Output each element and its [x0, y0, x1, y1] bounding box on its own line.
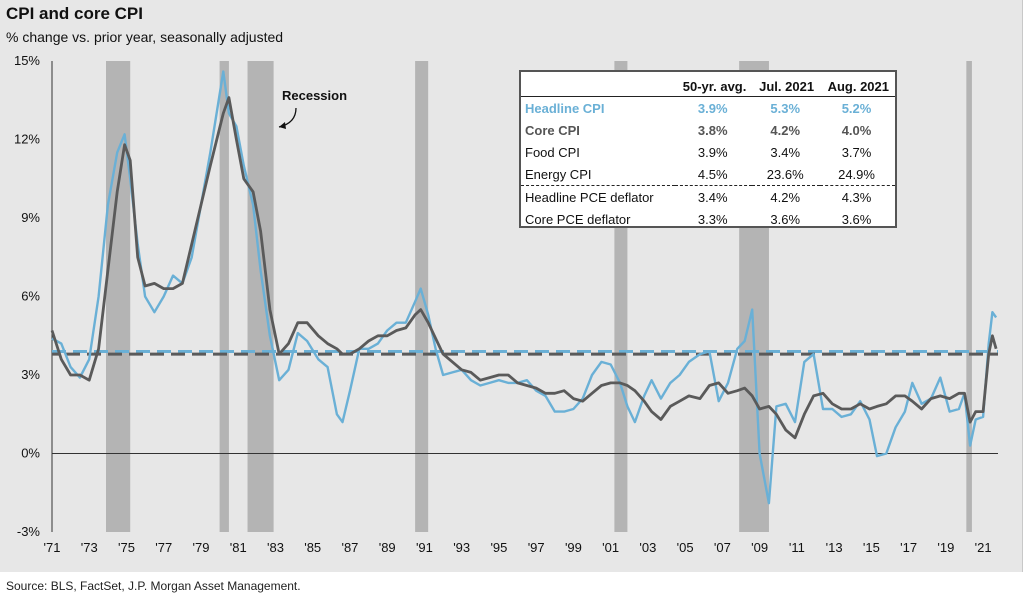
- x-tick-label: '01: [602, 540, 619, 555]
- stats-row-headline-pce: Headline PCE deflator 3.4% 4.2% 4.3%: [521, 186, 895, 209]
- x-tick-label: '75: [118, 540, 135, 555]
- stats-header-avg: 50-yr. avg.: [675, 75, 752, 97]
- row-name: Headline PCE deflator: [521, 186, 675, 209]
- x-tick-label: '83: [267, 540, 284, 555]
- x-tick-label: '71: [44, 540, 61, 555]
- average-lines: [52, 351, 998, 354]
- row-jul: 3.4%: [752, 141, 820, 163]
- row-aug: 5.2%: [820, 97, 895, 120]
- row-avg: 3.3%: [675, 208, 752, 230]
- recession-label: Recession: [282, 88, 347, 103]
- x-tick-label: '91: [416, 540, 433, 555]
- row-jul: 4.2%: [752, 119, 820, 141]
- x-tick-label: '13: [826, 540, 843, 555]
- recession-arrow: [279, 108, 296, 127]
- stats-row-core-pce: Core PCE deflator 3.3% 3.6% 3.6%: [521, 208, 895, 230]
- y-tick-label: 9%: [21, 210, 40, 225]
- y-tick-label: 3%: [21, 367, 40, 382]
- x-tick-label: '85: [304, 540, 321, 555]
- x-tick-label: '81: [230, 540, 247, 555]
- x-tick-label: '11: [789, 540, 805, 555]
- row-jul: 5.3%: [752, 97, 820, 120]
- row-jul: 3.6%: [752, 208, 820, 230]
- stats-row-food-cpi: Food CPI 3.9% 3.4% 3.7%: [521, 141, 895, 163]
- row-aug: 24.9%: [820, 163, 895, 186]
- recession-annotation: Recession: [279, 88, 347, 129]
- stats-row-energy-cpi: Energy CPI 4.5% 23.6% 24.9%: [521, 163, 895, 186]
- row-avg: 3.4%: [675, 186, 752, 209]
- row-name: Headline CPI: [521, 97, 675, 120]
- y-tick-label: 12%: [14, 132, 40, 147]
- y-tick-label: -3%: [17, 524, 41, 539]
- x-tick-label: '89: [379, 540, 396, 555]
- y-tick-label: 6%: [21, 289, 40, 304]
- recession-band: [966, 61, 972, 532]
- x-tick-label: '21: [975, 540, 992, 555]
- recession-band: [220, 61, 229, 532]
- row-name: Food CPI: [521, 141, 675, 163]
- x-tick-label: '07: [714, 540, 731, 555]
- row-avg: 3.8%: [675, 119, 752, 141]
- x-tick-label: '19: [937, 540, 954, 555]
- row-avg: 3.9%: [675, 141, 752, 163]
- stats-header-jul: Jul. 2021: [752, 75, 820, 97]
- x-tick-label: '95: [490, 540, 507, 555]
- x-tick-label: '15: [863, 540, 880, 555]
- stats-row-headline-cpi: Headline CPI 3.9% 5.3% 5.2%: [521, 97, 895, 120]
- stats-row-core-cpi: Core CPI 3.8% 4.2% 4.0%: [521, 119, 895, 141]
- x-tick-label: '73: [81, 540, 98, 555]
- row-avg: 4.5%: [675, 163, 752, 186]
- row-jul: 23.6%: [752, 163, 820, 186]
- y-tick-label: 0%: [21, 446, 40, 461]
- x-tick-label: '03: [639, 540, 656, 555]
- row-aug: 4.3%: [820, 186, 895, 209]
- stats-header-row: 50-yr. avg. Jul. 2021 Aug. 2021: [521, 75, 895, 97]
- x-tick-label: '05: [677, 540, 694, 555]
- stats-header-aug: Aug. 2021: [820, 75, 895, 97]
- row-jul: 4.2%: [752, 186, 820, 209]
- row-name: Core PCE deflator: [521, 208, 675, 230]
- row-aug: 3.6%: [820, 208, 895, 230]
- row-name: Core CPI: [521, 119, 675, 141]
- x-tick-label: '79: [192, 540, 209, 555]
- x-tick-label: '09: [751, 540, 768, 555]
- source-note: Source: BLS, FactSet, J.P. Morgan Asset …: [6, 579, 301, 593]
- x-axis-tick-labels: '71 '73 '75 '77 '79 '81 '83 '85 '87 '89 '91 '93 '95 '…: [44, 540, 992, 555]
- x-tick-label: '17: [900, 540, 917, 555]
- recession-arrow-head: [279, 122, 286, 129]
- recession-band: [106, 61, 130, 532]
- x-tick-label: '93: [453, 540, 470, 555]
- y-axis-tick-labels: -3% 0% 3% 6% 9% 12% 15%: [14, 53, 40, 539]
- row-aug: 4.0%: [820, 119, 895, 141]
- x-tick-label: '87: [341, 540, 358, 555]
- row-name: Energy CPI: [521, 163, 675, 186]
- x-tick-label: '77: [155, 540, 172, 555]
- stats-header-blank: [521, 75, 675, 97]
- x-tick-label: '97: [528, 540, 545, 555]
- row-avg: 3.9%: [675, 97, 752, 120]
- row-aug: 3.7%: [820, 141, 895, 163]
- y-tick-label: 15%: [14, 53, 40, 68]
- stats-table: 50-yr. avg. Jul. 2021 Aug. 2021 Headline…: [519, 70, 897, 228]
- x-tick-label: '99: [565, 540, 582, 555]
